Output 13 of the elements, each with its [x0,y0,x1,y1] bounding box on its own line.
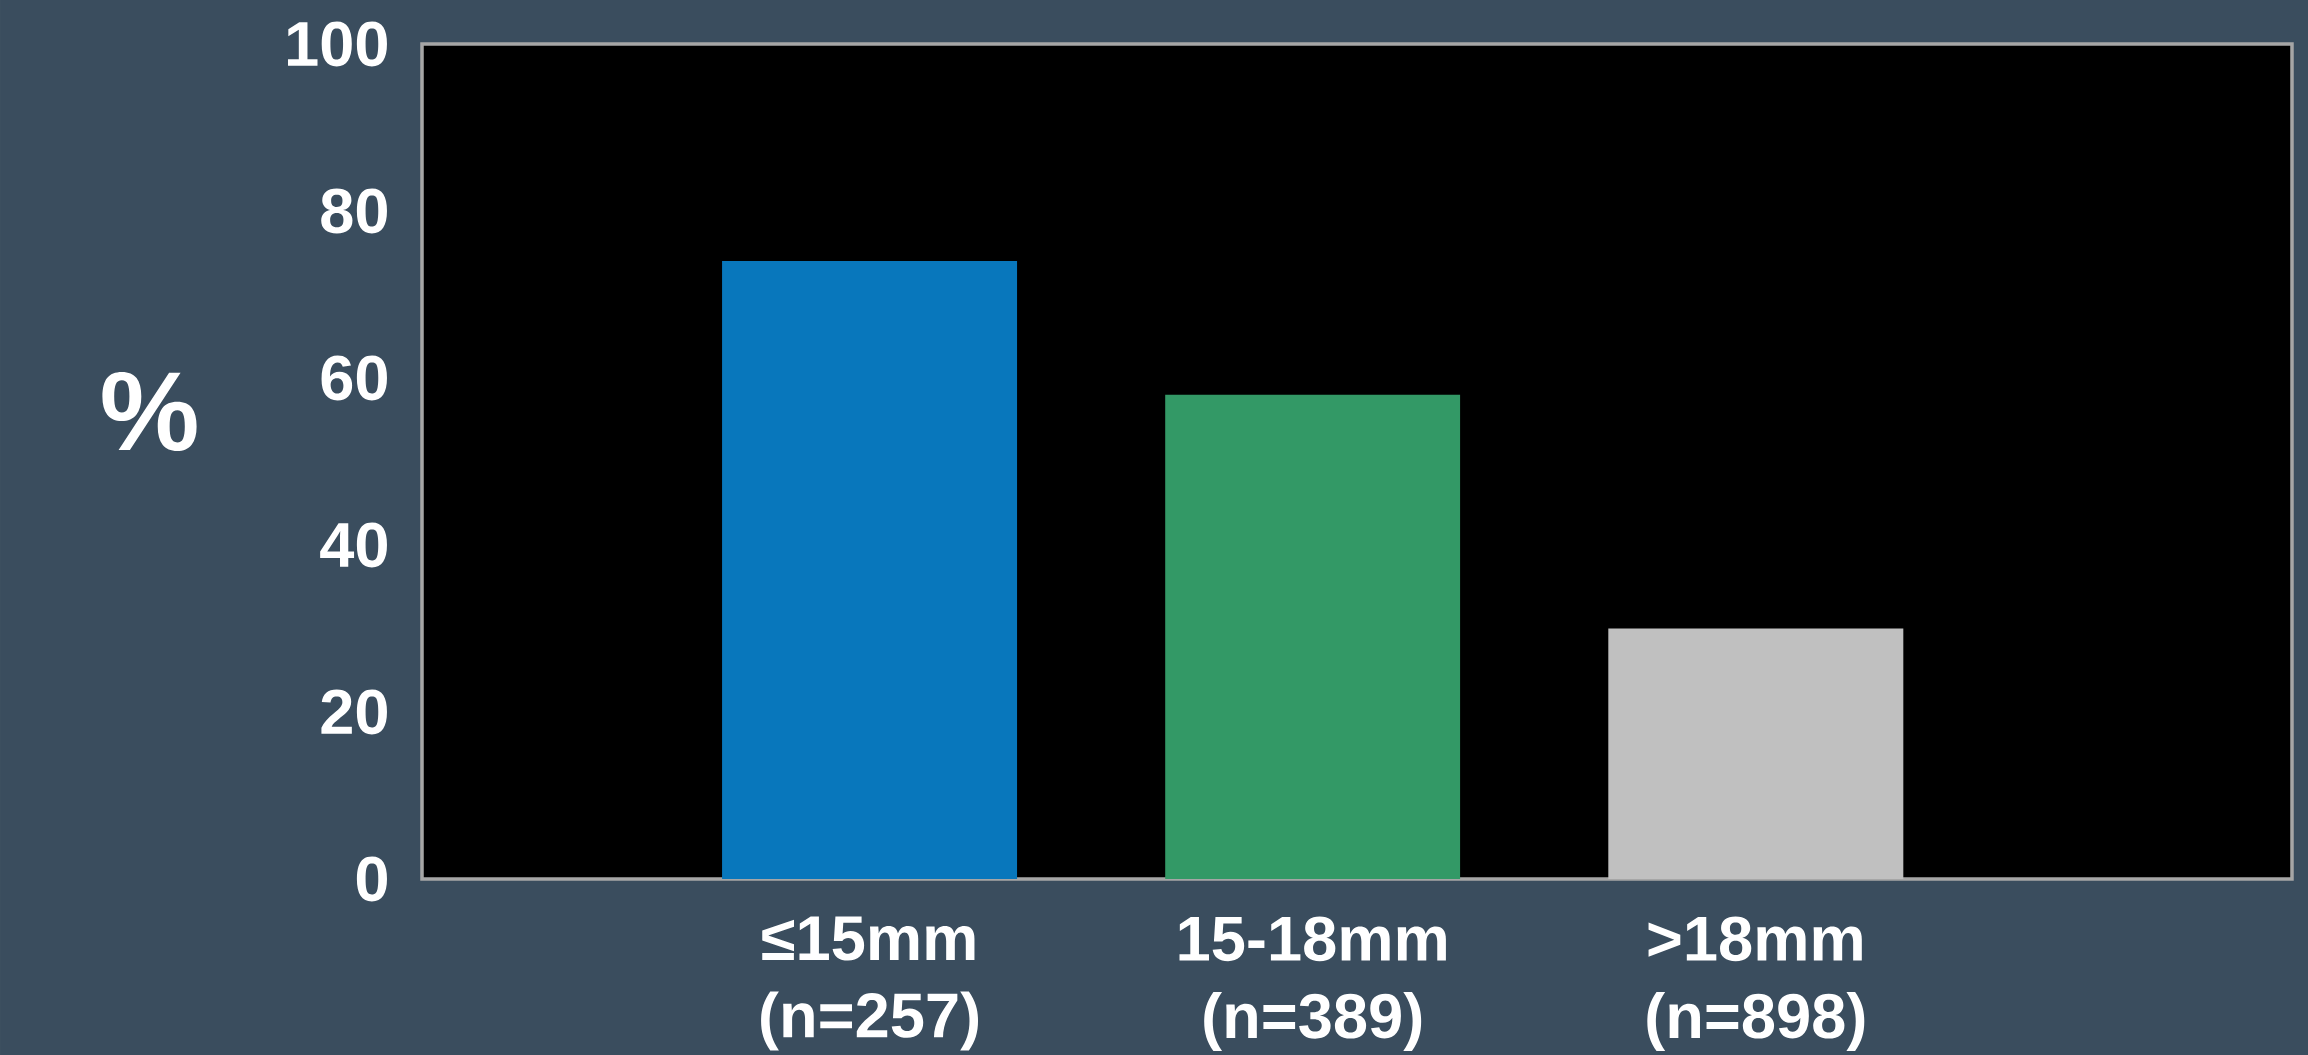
bar [1608,628,1904,880]
x-tick-label: >18mm (n=898) [1647,916,1865,1052]
x-tick-label: ≤15mm (n=257) [761,916,979,1051]
bar [722,261,1018,880]
y-tick-label: 100 [288,21,387,67]
y-tick-label: 60 [321,355,387,401]
y-tick-label: 40 [320,522,387,568]
y-tick-label: 20 [321,689,387,735]
bar [1165,394,1461,880]
y-tick-label: 0 [356,856,387,902]
x-tick-label: 15-18mm (n=389) [1179,916,1446,1052]
y-axis-title: % [102,371,197,451]
y-tick-label: 80 [321,188,387,234]
